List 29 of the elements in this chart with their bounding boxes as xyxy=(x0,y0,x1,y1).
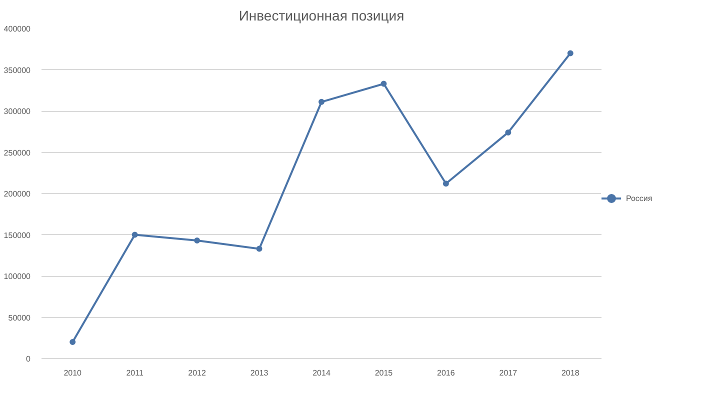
x-tick-label: 2015 xyxy=(374,368,394,378)
point xyxy=(567,50,574,56)
y-tick-label: 0 xyxy=(26,354,32,364)
point xyxy=(380,80,387,87)
chart-title: Инвестиционная позиция xyxy=(238,8,404,24)
y-tick-label: 50000 xyxy=(8,313,32,322)
x-tick-label: 2012 xyxy=(188,368,207,378)
y-tick-label: 300000 xyxy=(4,107,32,116)
y-tick-label: 200000 xyxy=(4,190,32,198)
x-tick-label: 2014 xyxy=(312,368,331,378)
y-tick-label: 250000 xyxy=(4,148,32,158)
x-tick-label: 2013 xyxy=(250,368,269,378)
x-tick-label: 2011 xyxy=(126,368,144,378)
x-tick-label: 2016 xyxy=(437,368,456,378)
x-tick-label: 2010 xyxy=(64,368,82,378)
point xyxy=(70,339,76,345)
point xyxy=(505,129,512,136)
point xyxy=(194,238,200,244)
point xyxy=(318,98,324,105)
y-tick-label: 150000 xyxy=(4,230,32,240)
y-tick-label: 350000 xyxy=(4,66,32,75)
y-tick-label: 100000 xyxy=(4,272,32,281)
point xyxy=(256,246,262,252)
legend-label: Россия xyxy=(626,194,652,202)
point xyxy=(132,232,138,238)
point xyxy=(442,180,449,187)
y-tick-label: 400000 xyxy=(4,24,32,34)
x-tick-label: 2017 xyxy=(499,368,518,378)
x-tick-label: 2018 xyxy=(561,368,580,378)
